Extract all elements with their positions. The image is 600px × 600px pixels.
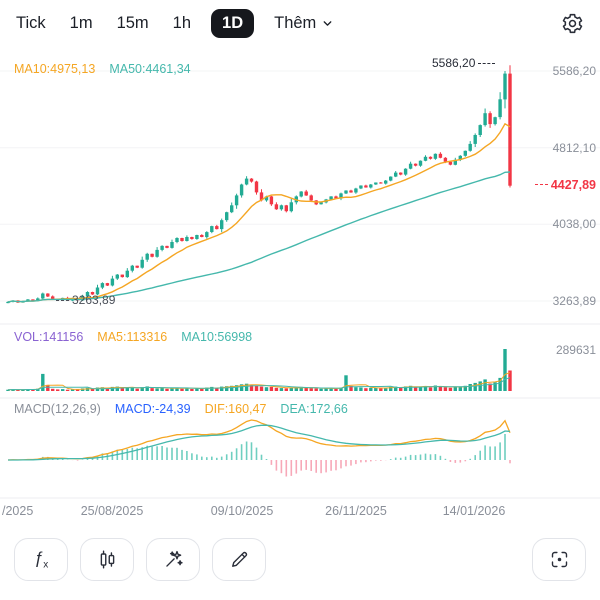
- timeframe-tick[interactable]: Tick: [16, 13, 46, 32]
- timeframe-1d-active[interactable]: 1D: [211, 8, 255, 38]
- settings-button[interactable]: [561, 12, 584, 35]
- toolbar-left-group: ƒx: [14, 538, 266, 581]
- gear-icon: [562, 13, 583, 33]
- bottom-toolbar: ƒx: [0, 538, 600, 581]
- chart-canvas[interactable]: [0, 46, 600, 524]
- fullscreen-button[interactable]: [532, 538, 586, 581]
- timeframe-15m[interactable]: 15m: [116, 13, 149, 32]
- chevron-down-icon: [323, 20, 332, 26]
- timeframe-1h[interactable]: 1h: [172, 13, 192, 32]
- pencil-icon: [231, 551, 247, 567]
- indicator-fx-button[interactable]: ƒx: [14, 538, 68, 581]
- timeframe-1m[interactable]: 1m: [69, 13, 93, 32]
- more-label: Thêm: [274, 13, 317, 32]
- draw-button[interactable]: [212, 538, 266, 581]
- chart-area: MA10:4975,13 MA50:4461,34 5586,20 4812,10…: [0, 46, 600, 524]
- more-timeframes-button[interactable]: Thêm: [274, 14, 334, 33]
- magic-wand-icon: [165, 550, 183, 567]
- ai-tools-button[interactable]: [146, 538, 200, 581]
- chart-style-button[interactable]: [80, 538, 134, 581]
- focus-icon: [551, 551, 567, 568]
- timeframe-toolbar: Tick 1m 15m 1h 1D Thêm: [0, 0, 600, 46]
- fx-icon: ƒx: [33, 548, 49, 571]
- candlestick-icon: [100, 550, 114, 569]
